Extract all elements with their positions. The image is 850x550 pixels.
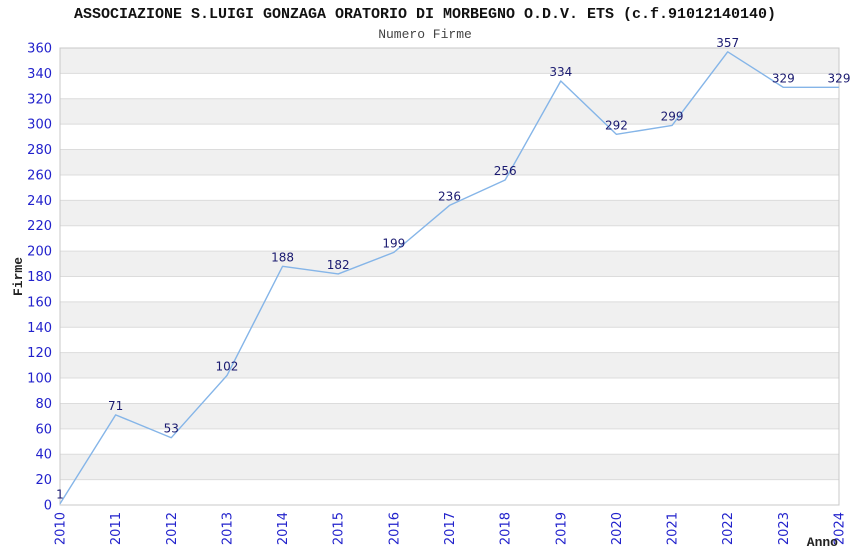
y-tick-label: 120 <box>27 346 52 361</box>
x-tick-label: 2019 <box>554 512 569 545</box>
x-tick-label: 2013 <box>220 512 235 545</box>
grid-band <box>60 149 839 175</box>
x-tick-label: 2018 <box>499 512 514 545</box>
y-tick-label: 80 <box>35 397 52 412</box>
chart-title: ASSOCIAZIONE S.LUIGI GONZAGA ORATORIO DI… <box>73 6 777 23</box>
plot-border <box>59 47 840 506</box>
grid-band <box>60 251 839 277</box>
x-tick-label: 2023 <box>777 512 792 545</box>
data-label: 71 <box>108 399 123 413</box>
data-label: 329 <box>772 71 795 85</box>
data-label: 1 <box>56 488 64 502</box>
grid-band <box>60 200 839 226</box>
y-tick-label: 320 <box>27 92 52 107</box>
grid-band <box>60 301 839 328</box>
data-label: 188 <box>271 250 294 264</box>
y-tick-label: 360 <box>27 42 52 57</box>
grid-band <box>60 454 839 480</box>
series-line <box>59 51 839 505</box>
data-label: 182 <box>327 258 350 272</box>
y-tick-label: 240 <box>27 194 52 209</box>
chart-subtitle: Numero Firme <box>378 27 472 42</box>
y-tick-label: 200 <box>27 245 52 260</box>
x-tick-label: 2017 <box>443 512 458 545</box>
data-label: 102 <box>215 360 238 374</box>
data-label: 292 <box>605 118 628 132</box>
x-tick-label: 2010 <box>54 512 69 545</box>
data-label: 329 <box>828 71 850 85</box>
y-tick-label: 260 <box>27 168 52 183</box>
y-tick-label: 220 <box>27 219 52 234</box>
y-tick-label: 100 <box>27 372 52 387</box>
y-tick-label: 20 <box>35 473 52 488</box>
x-axis-label: Anno <box>807 535 838 550</box>
y-tick-label: 340 <box>27 67 52 82</box>
y-axis-label: Firme <box>11 257 26 296</box>
x-tick-label: 2021 <box>666 512 681 545</box>
x-tick-label: 2012 <box>165 512 180 545</box>
y-tick-label: 300 <box>27 118 52 133</box>
grid-band <box>60 98 839 125</box>
x-tick-label: 2015 <box>332 512 347 545</box>
y-tick-label: 180 <box>27 270 52 285</box>
data-label: 334 <box>549 65 572 79</box>
y-tick-label: 160 <box>27 295 52 310</box>
grid-band <box>60 352 839 379</box>
y-tick-label: 140 <box>27 321 52 336</box>
data-label: 357 <box>716 36 739 50</box>
x-tick-label: 2020 <box>610 512 625 545</box>
x-tick-label: 2014 <box>276 512 291 545</box>
data-label: 256 <box>494 164 517 178</box>
x-tick-label: 2022 <box>721 512 736 545</box>
data-label: 53 <box>164 422 179 436</box>
y-tick-label: 280 <box>27 143 52 158</box>
grid-band <box>60 48 839 74</box>
x-tick-label: 2016 <box>387 512 402 545</box>
data-label: 299 <box>661 109 684 123</box>
x-tick-label: 2011 <box>109 512 124 545</box>
y-tick-label: 40 <box>35 448 52 463</box>
data-label: 236 <box>438 189 461 203</box>
data-label: 199 <box>382 236 405 250</box>
y-tick-label: 60 <box>35 422 52 437</box>
y-tick-label: 0 <box>44 499 52 514</box>
x-tick-label: 2024 <box>833 512 848 545</box>
